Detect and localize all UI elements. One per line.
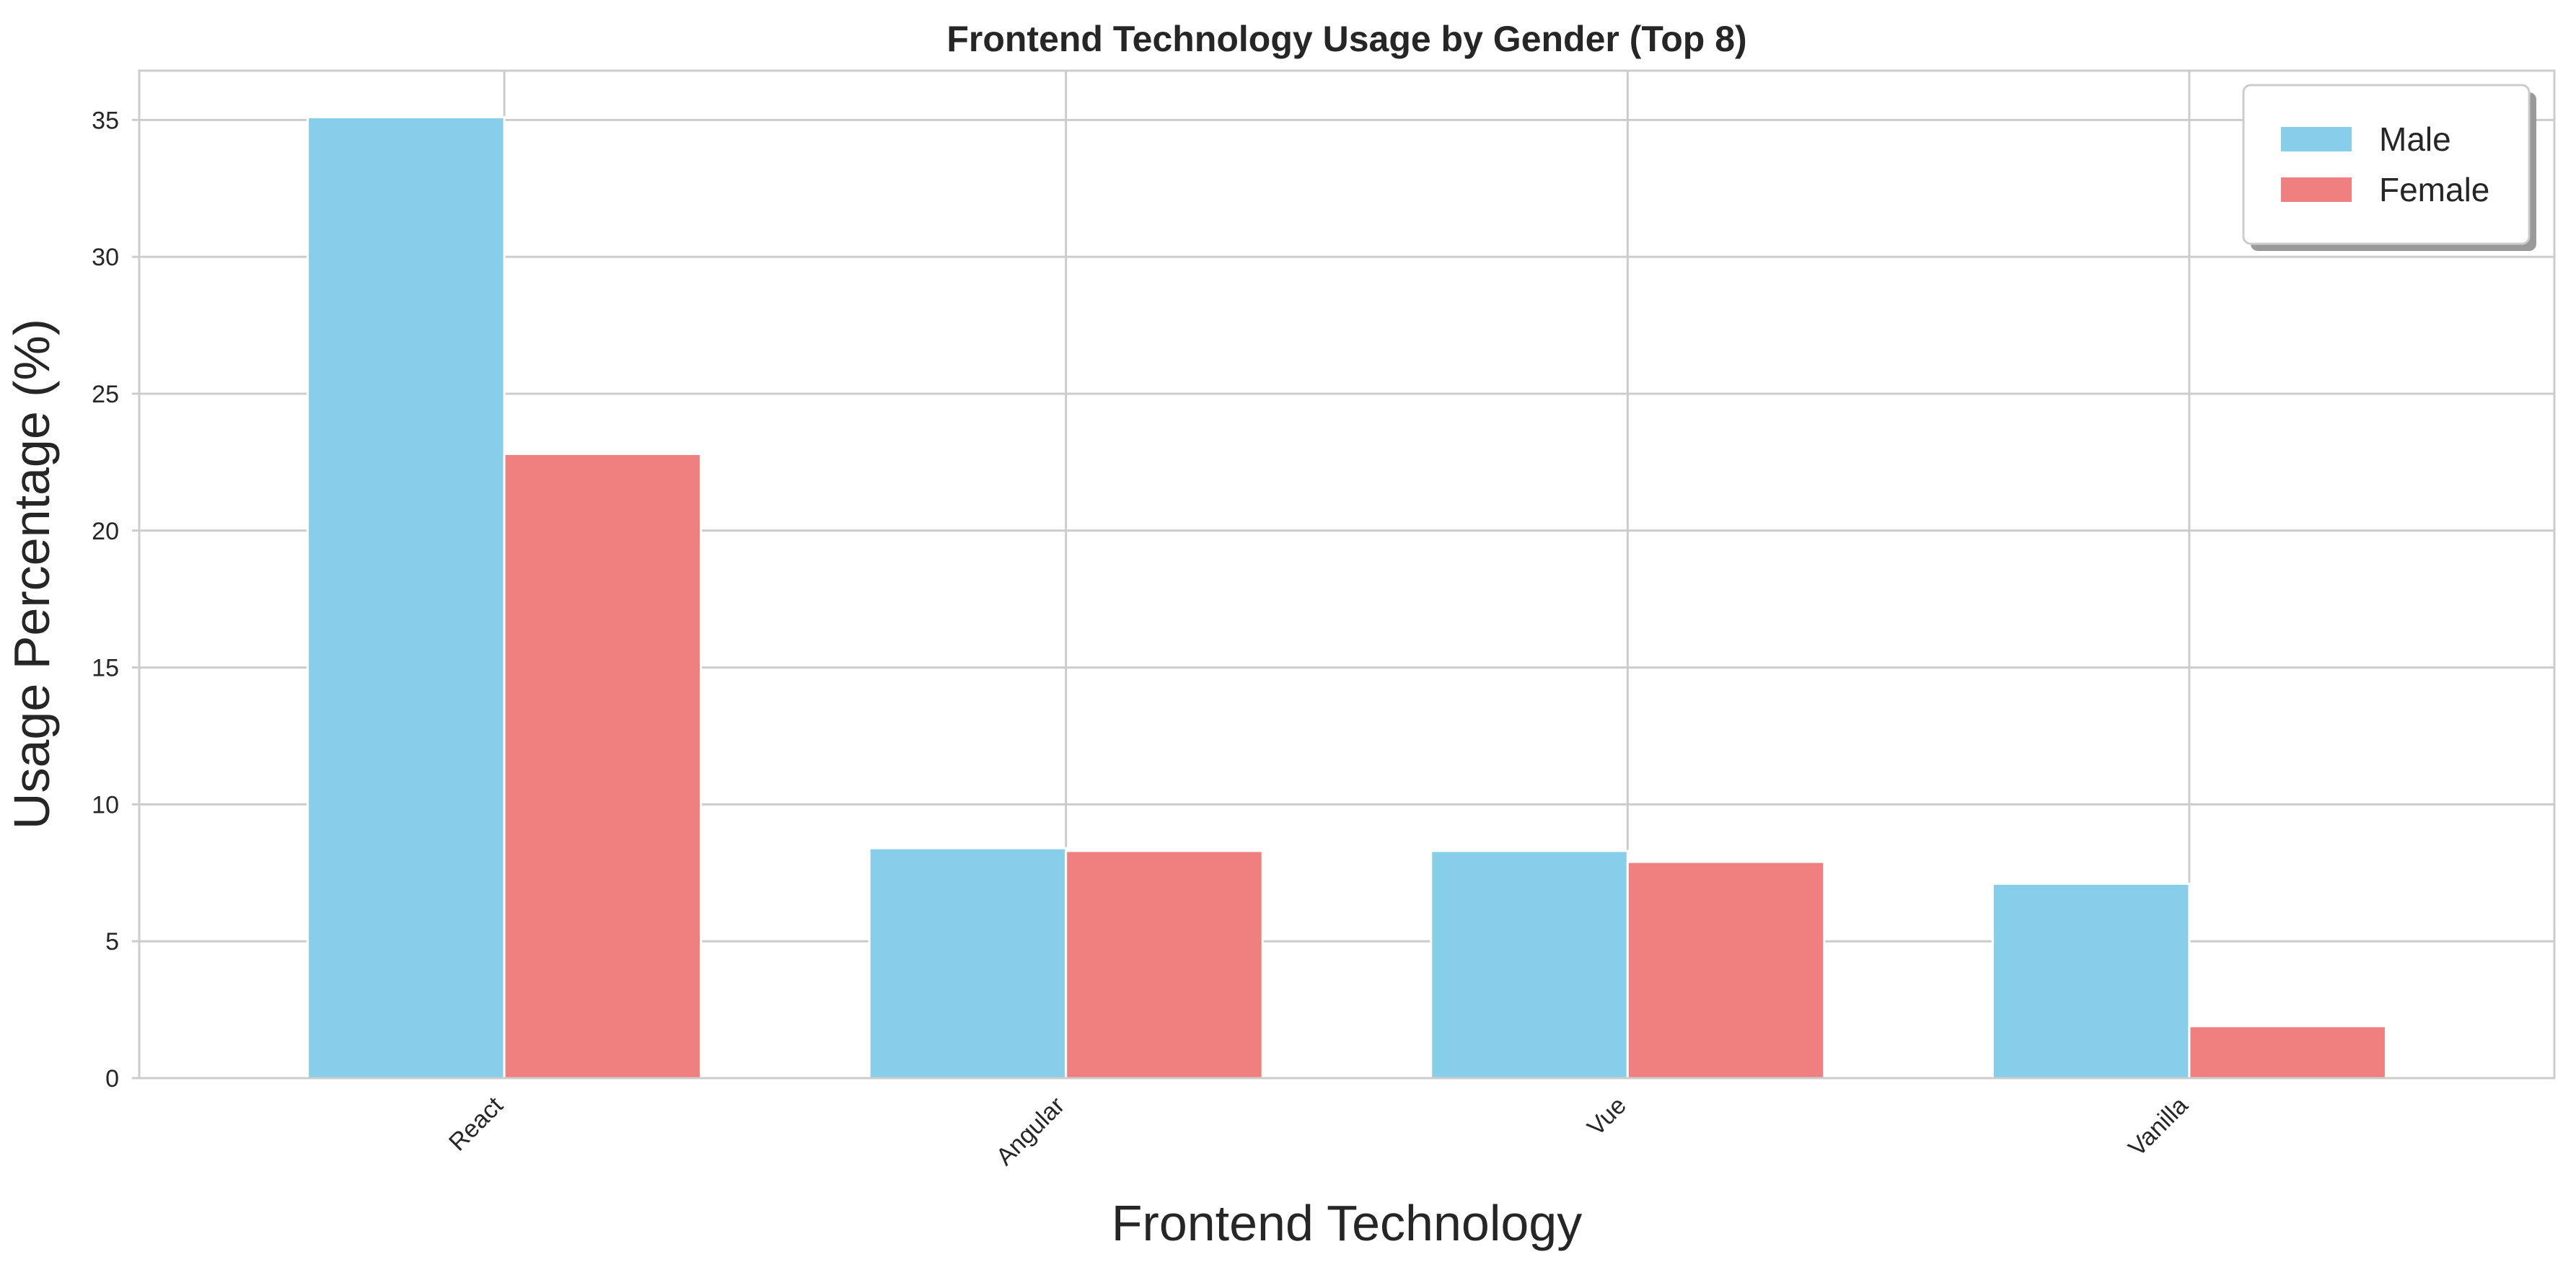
bars bbox=[307, 116, 2387, 1080]
bar-male-angular bbox=[868, 847, 1068, 1080]
legend-label-female: Female bbox=[2379, 171, 2489, 208]
legend-label-male: Male bbox=[2379, 120, 2451, 158]
legend-swatch-female bbox=[2281, 177, 2352, 202]
y-axis-ticks: 0 5 10 15 20 25 30 35 bbox=[92, 107, 139, 1093]
legend: Male Female bbox=[2242, 84, 2536, 251]
x-axis-label: Frontend Technology bbox=[1112, 1195, 1583, 1251]
y-tick-label: 25 bbox=[92, 381, 119, 408]
bar-female-vue bbox=[1626, 860, 1826, 1080]
y-tick-label: 10 bbox=[92, 791, 119, 819]
legend-swatch-male bbox=[2281, 127, 2352, 151]
legend-box bbox=[2242, 84, 2531, 245]
chart-title: Frontend Technology Usage by Gender (Top… bbox=[946, 19, 1746, 59]
bar-female-react bbox=[503, 452, 703, 1080]
y-tick-label: 20 bbox=[92, 518, 119, 545]
y-tick-label: 5 bbox=[105, 928, 119, 956]
bar-male-vanilla bbox=[1991, 882, 2191, 1080]
y-tick-label: 15 bbox=[92, 655, 119, 682]
bar-female-angular bbox=[1065, 850, 1264, 1080]
y-tick-label: 0 bbox=[105, 1065, 119, 1093]
y-tick-label: 35 bbox=[92, 107, 119, 134]
bar-male-react bbox=[307, 116, 506, 1080]
y-axis-label: Usage Percentage (%) bbox=[4, 319, 60, 829]
plot-frame bbox=[138, 69, 2556, 1080]
bar-male-vue bbox=[1430, 850, 1629, 1080]
y-tick-label: 30 bbox=[92, 244, 119, 271]
bar-female-vanilla bbox=[2188, 1025, 2387, 1080]
